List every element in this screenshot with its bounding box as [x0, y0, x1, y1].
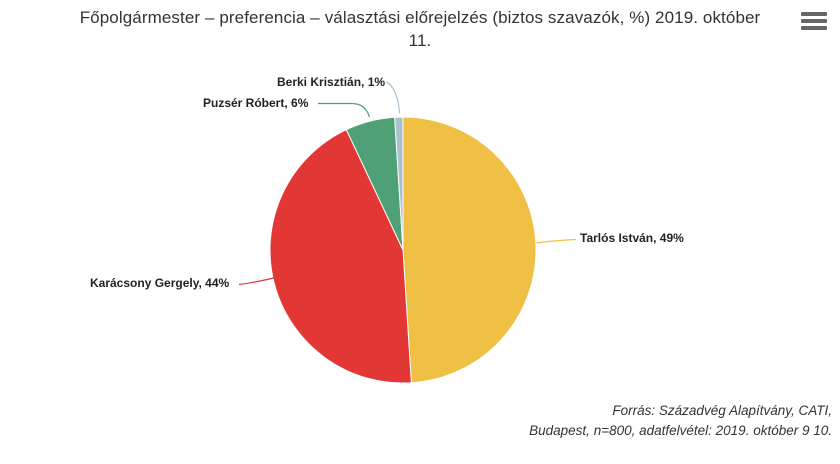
slice-label-berki-krisztian: Berki Krisztián, 1%: [277, 75, 386, 89]
chart-title-line-1: Főpolgármester – preferencia – választás…: [79, 8, 761, 27]
pie-slice-berki-krisztian[interactable]: [394, 116, 404, 251]
label-connector-line: [318, 102, 371, 118]
chart-title: Főpolgármester – preferencia – választás…: [20, 6, 820, 52]
slice-label-puzser-robert: Puzsér Róbert, 6%: [203, 96, 309, 110]
hamburger-bar: [801, 19, 827, 23]
source-line-2: Budapest, n=800, adatfelvétel: 2019. okt…: [529, 423, 832, 438]
slice-label-tarlos-istvan: Tarlós István, 49%: [580, 231, 684, 245]
label-connector-line: [536, 238, 577, 244]
chart-source-note: Forrás: Századvég Alapítvány, CATI, Buda…: [529, 401, 832, 441]
slice-label-karacsony-gergely: Karácsony Gergely, 44%: [90, 276, 230, 290]
chart-title-line-2: 11.: [408, 31, 432, 50]
label-connector-line: [238, 276, 277, 286]
hamburger-bar: [801, 26, 827, 30]
source-line-1: Forrás: Századvég Alapítvány, CATI,: [612, 403, 832, 418]
label-connector-line: [385, 81, 401, 114]
hamburger-bar: [801, 12, 827, 16]
hamburger-icon[interactable]: [801, 11, 827, 31]
pie-slice-tarlos-istvan[interactable]: [402, 116, 537, 384]
